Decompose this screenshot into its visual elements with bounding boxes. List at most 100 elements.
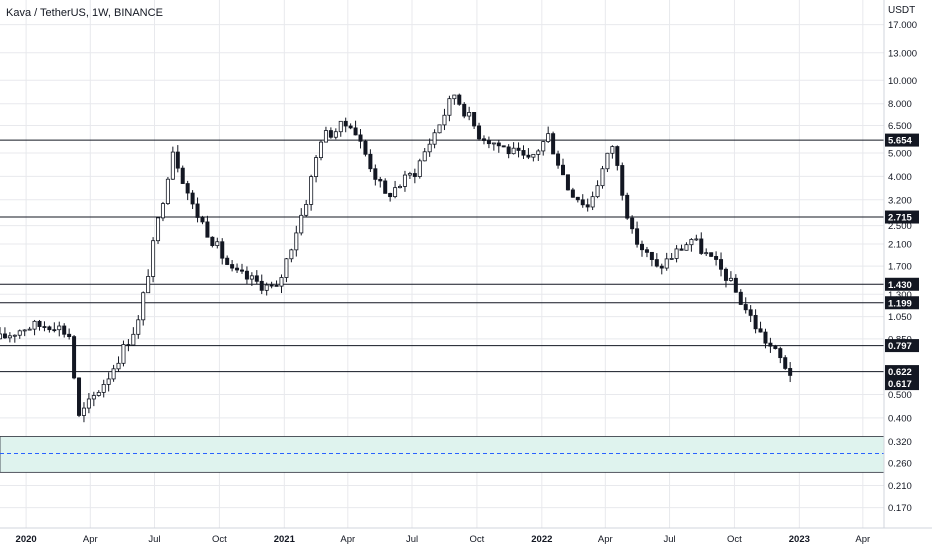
candle-up [279, 277, 284, 287]
price-tick-label: 0.400 [888, 413, 912, 424]
candle-down [753, 315, 758, 330]
candle-down [644, 249, 649, 253]
candle-up [664, 258, 669, 269]
candle-up [101, 384, 106, 393]
candle-down [659, 265, 664, 269]
candle-up [338, 120, 343, 133]
candle-down [37, 320, 42, 327]
demand-zone[interactable] [0, 436, 885, 473]
symbol-title: Kava / TetherUS, 1W, BINANCE [6, 7, 163, 19]
candle-down [205, 221, 210, 238]
candle-up [393, 187, 398, 198]
candle-down [486, 140, 491, 145]
candle-down [580, 199, 585, 206]
candle-up [81, 407, 86, 416]
candle-up [452, 94, 457, 100]
candle-down [768, 342, 773, 347]
candle-down [679, 248, 684, 251]
candle-up [417, 160, 422, 177]
price-tick-label: 5.000 [888, 148, 912, 159]
candle-up [57, 325, 62, 331]
time-axis[interactable]: 2020 Apr Jul Oct 2021 Apr Jul Oct 2022 Apr Jul Oct 2… [16, 534, 871, 545]
demand-zone-box[interactable] [0, 436, 885, 473]
level-price-label: 0.617 [888, 379, 912, 390]
level-price-label: 5.654 [888, 136, 912, 147]
candle-up [160, 203, 165, 219]
candle-down [630, 217, 635, 230]
candle-up [600, 168, 605, 187]
candle-down [496, 142, 501, 147]
candles [0, 93, 793, 423]
candle-down [62, 325, 67, 335]
candle-up [442, 114, 447, 126]
candle-up [156, 217, 161, 242]
candle-up [427, 143, 432, 153]
candle-up [536, 150, 541, 155]
candle-down [244, 270, 249, 280]
candle-down [719, 259, 724, 270]
candle-up [116, 362, 121, 370]
price-tick-label: 17.000 [888, 20, 917, 31]
candle-down [457, 94, 462, 105]
candle-up [32, 320, 37, 330]
price-tick-label: 6.500 [888, 121, 912, 132]
candle-down [67, 333, 72, 337]
time-tick-label: Oct [727, 534, 742, 545]
price-tick-label: 1.700 [888, 262, 912, 273]
candle-down [353, 127, 358, 136]
candle-down [585, 204, 590, 208]
price-tick-label: 3.200 [888, 195, 912, 206]
candle-down [175, 151, 180, 169]
candle-up [136, 319, 141, 335]
candle-up [595, 185, 600, 198]
candle-down [348, 125, 353, 129]
candle-down [225, 257, 230, 265]
candle-up [111, 368, 116, 380]
candle-down [180, 167, 185, 184]
candle-up [86, 398, 91, 409]
candle-up [146, 276, 151, 294]
candle-down [254, 275, 259, 282]
candle-down [42, 326, 47, 328]
candle-down [615, 146, 620, 166]
candle-down [481, 138, 486, 141]
time-tick-label: Jul [148, 534, 160, 545]
candle-up [531, 153, 536, 158]
level-price-label: 1.199 [888, 298, 912, 309]
time-tick-label: Apr [340, 534, 355, 545]
candle-up [511, 147, 516, 155]
candle-down [570, 189, 575, 198]
time-tick-label: 2021 [274, 534, 296, 545]
price-tick-label: 1.050 [888, 312, 912, 323]
price-axis[interactable]: 17.000 13.000 10.000 8.000 6.500 5.000 4.000 3.… [888, 20, 917, 514]
candle-down [733, 277, 738, 293]
candle-down [778, 348, 783, 359]
time-tick-label: Apr [855, 534, 870, 545]
candle-down [2, 333, 7, 339]
candle-down [230, 264, 235, 269]
candle-down [388, 192, 393, 198]
time-tick-label: 2020 [16, 534, 37, 545]
candle-down [738, 291, 743, 305]
price-tick-label: 0.320 [888, 437, 912, 448]
candle-down [358, 134, 363, 142]
candle-down [190, 192, 195, 205]
candle-down [723, 268, 728, 281]
time-tick-label: Apr [598, 534, 613, 545]
candle-up [590, 196, 595, 208]
candle-up [309, 176, 314, 205]
candle-up [684, 244, 689, 251]
candle-down [363, 140, 368, 155]
candle-down [620, 165, 625, 196]
candle-up [467, 112, 472, 117]
level-price-box [885, 133, 919, 147]
time-tick-label: Oct [470, 534, 485, 545]
time-tick-label: 2023 [789, 534, 810, 545]
candle-down [477, 125, 482, 140]
candle-down [378, 178, 383, 182]
price-tick-label: 0.260 [888, 459, 912, 470]
candle-down [649, 251, 654, 260]
candle-down [47, 326, 52, 331]
level-price-label: 0.622 [888, 367, 912, 378]
